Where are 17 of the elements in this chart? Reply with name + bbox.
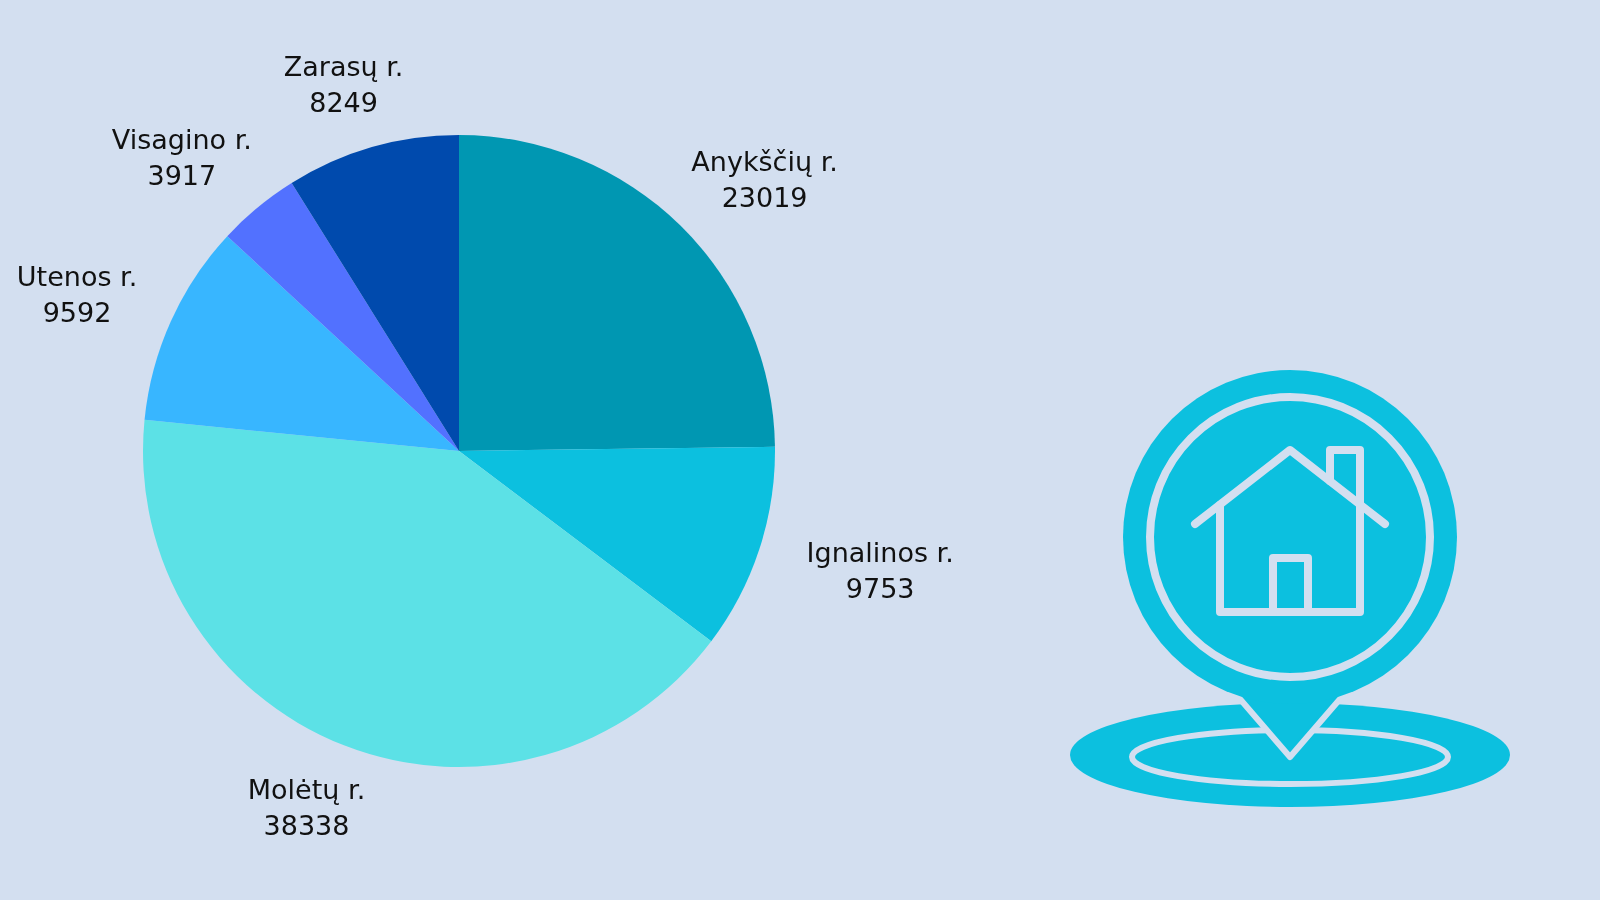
pie-slice [291,135,459,451]
slice-label: Zarasų r. [283,50,404,82]
data-label: 23019 [721,181,808,213]
slice-label: Molėtų r. [247,773,366,805]
slice-label: Ignalinos r. [806,536,954,568]
slice-label: Anykščių r. [691,145,838,177]
data-label: 8249 [309,86,378,118]
data-label: 3917 [147,159,217,191]
slice-label: Visagino r. [111,123,252,155]
data-label: 38338 [263,809,350,841]
pie-slice [459,446,775,642]
pie-slice [144,236,459,451]
pie-slice [227,182,459,451]
pie-slice [143,419,712,767]
slice-label: Utenos r. [16,260,138,292]
data-label: 9753 [845,572,915,604]
data-label: 9592 [42,296,112,328]
